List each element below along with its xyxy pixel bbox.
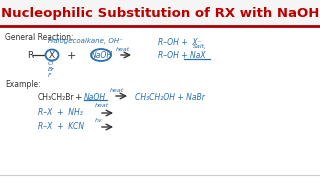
Text: R: R bbox=[27, 51, 33, 60]
Text: Nucleophilic Substitution of RX with NaOH: Nucleophilic Substitution of RX with NaO… bbox=[1, 6, 319, 19]
Text: Example:: Example: bbox=[5, 80, 41, 89]
Text: +: + bbox=[74, 93, 82, 102]
Text: CH₃CH₂Br: CH₃CH₂Br bbox=[38, 93, 75, 102]
Text: R–X  +  NH₃: R–X + NH₃ bbox=[38, 108, 83, 117]
Text: heat: heat bbox=[116, 47, 130, 52]
Text: heat: heat bbox=[95, 103, 109, 108]
Text: Cl: Cl bbox=[48, 61, 54, 66]
Bar bbox=[0, 0, 320, 26]
Text: CH₃CH₂OH + NaBr: CH₃CH₂OH + NaBr bbox=[135, 93, 205, 102]
Text: General Reaction:: General Reaction: bbox=[5, 33, 74, 42]
Text: R–OH + NaX: R–OH + NaX bbox=[158, 51, 206, 60]
Text: R–X  +  KCN: R–X + KCN bbox=[38, 122, 84, 131]
Text: heat: heat bbox=[110, 88, 124, 93]
Text: R–OH +  X⁻: R–OH + X⁻ bbox=[158, 38, 202, 47]
Text: Halogecoalkane, OH⁻: Halogecoalkane, OH⁻ bbox=[48, 38, 123, 44]
Text: hν: hν bbox=[95, 118, 102, 123]
Text: X: X bbox=[49, 51, 55, 60]
Text: Salt,: Salt, bbox=[193, 44, 207, 49]
Text: +: + bbox=[67, 51, 76, 61]
Text: NaOH: NaOH bbox=[91, 51, 113, 60]
Text: NaOH: NaOH bbox=[84, 93, 106, 102]
Text: Br: Br bbox=[48, 67, 55, 72]
Text: F: F bbox=[48, 73, 52, 78]
